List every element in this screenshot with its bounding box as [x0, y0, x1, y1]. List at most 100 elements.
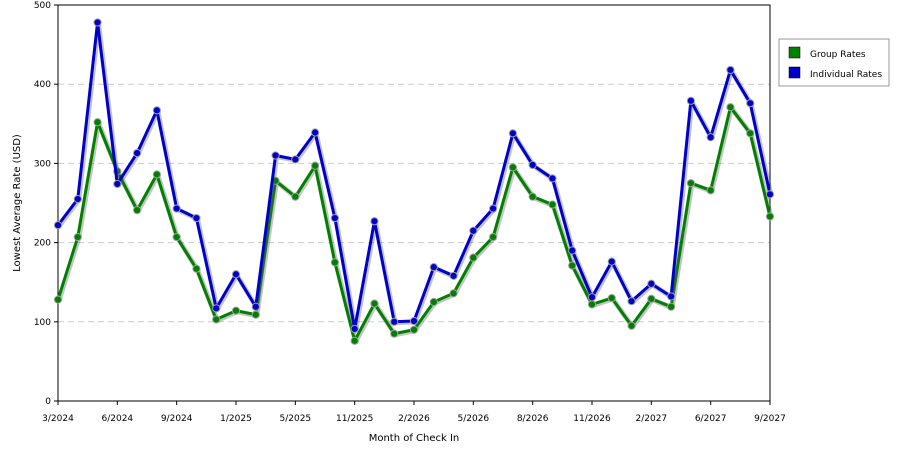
axes: 0 100 200 300 400 500 3/2024 6/2024 9/2024 1/2025…	[34, 1, 786, 424]
data-point	[370, 217, 379, 226]
data-point	[726, 103, 735, 112]
data-point	[409, 316, 419, 326]
data-point	[765, 190, 775, 199]
data-point	[152, 106, 161, 115]
data-point	[291, 155, 300, 164]
data-point	[746, 99, 755, 108]
data-point	[508, 129, 517, 138]
data-point	[686, 179, 695, 188]
data-point	[212, 315, 221, 324]
data-point	[508, 163, 517, 172]
series-individual-rates	[53, 18, 775, 334]
data-point	[311, 161, 320, 170]
data-point	[370, 299, 379, 308]
y-tick-label: 300	[34, 159, 51, 169]
data-point	[93, 118, 102, 127]
x-tick-label: 8/2026	[517, 414, 549, 424]
data-point	[350, 324, 359, 334]
data-point	[746, 129, 755, 138]
data-point	[607, 293, 616, 303]
data-point	[647, 279, 656, 288]
legend-label-individual: Individual Rates	[810, 70, 882, 80]
legend-swatch-group	[788, 46, 801, 59]
data-point	[212, 304, 221, 313]
y-tick-label: 500	[34, 1, 51, 11]
data-point	[271, 151, 280, 160]
data-point	[311, 128, 320, 137]
data-point	[607, 257, 616, 266]
x-tick-label: 5/2026	[457, 414, 489, 424]
data-point	[113, 179, 122, 189]
data-point	[93, 18, 102, 27]
data-point	[667, 302, 676, 311]
x-tick-label: 6/2024	[101, 414, 133, 424]
data-point	[350, 336, 359, 345]
data-point	[73, 194, 82, 204]
data-point	[706, 133, 715, 142]
data-point	[330, 258, 339, 267]
data-point	[528, 192, 537, 201]
data-point	[587, 293, 597, 302]
x-tick-label: 11/2026	[573, 414, 611, 424]
data-point	[390, 329, 399, 338]
data-point	[172, 204, 181, 213]
x-tick-label: 9/2027	[754, 414, 786, 424]
data-point	[568, 261, 577, 270]
data-point	[489, 232, 498, 242]
data-point	[192, 213, 201, 223]
y-axis-title: Lowest Average Rate (USD)	[12, 134, 23, 272]
x-tick-label: 6/2027	[695, 414, 727, 424]
data-point	[706, 186, 715, 195]
x-tick-label: 2/2027	[635, 414, 667, 424]
x-tick-label: 9/2024	[161, 414, 193, 424]
data-point	[390, 317, 399, 326]
x-tick-label: 2/2026	[398, 414, 430, 424]
data-point	[568, 246, 577, 255]
data-point	[172, 232, 181, 242]
data-point	[53, 295, 63, 304]
data-point	[489, 204, 498, 213]
data-point	[765, 212, 775, 221]
data-point	[291, 192, 300, 201]
data-point	[449, 271, 458, 280]
legend: Group Rates Individual Rates	[778, 38, 890, 87]
y-tick-label: 200	[34, 239, 51, 249]
data-point	[548, 200, 557, 209]
data-point	[686, 96, 695, 105]
data-point	[667, 292, 676, 301]
x-tick-label: 1/2025	[220, 414, 252, 424]
x-axis-title: Month of Check In	[369, 433, 460, 444]
data-point	[152, 170, 161, 179]
data-point	[251, 310, 260, 319]
data-point	[330, 213, 339, 223]
data-point	[73, 232, 82, 242]
data-point	[133, 149, 142, 158]
data-point	[231, 306, 241, 315]
data-point	[133, 206, 142, 215]
x-tick-label: 11/2025	[336, 414, 373, 424]
data-point	[429, 297, 438, 307]
x-tick-label: 3/2024	[42, 414, 74, 424]
data-point	[192, 264, 201, 273]
y-tick-label: 400	[34, 80, 51, 90]
x-tick-label: 5/2025	[279, 414, 311, 424]
data-point	[627, 321, 636, 330]
y-tick-label: 0	[45, 397, 51, 407]
y-tick-label: 100	[34, 318, 51, 328]
data-point	[548, 174, 557, 183]
data-point	[647, 294, 656, 303]
data-point	[528, 160, 537, 170]
data-point	[449, 289, 458, 298]
data-point	[429, 263, 438, 272]
data-point	[469, 253, 478, 262]
data-point	[587, 300, 597, 309]
legend-swatch-individual	[788, 66, 801, 79]
data-point	[726, 65, 735, 75]
data-point	[251, 302, 260, 311]
data-point	[409, 325, 419, 334]
data-point	[627, 297, 636, 306]
data-point	[53, 221, 63, 230]
legend-label-group: Group Rates	[810, 50, 866, 60]
